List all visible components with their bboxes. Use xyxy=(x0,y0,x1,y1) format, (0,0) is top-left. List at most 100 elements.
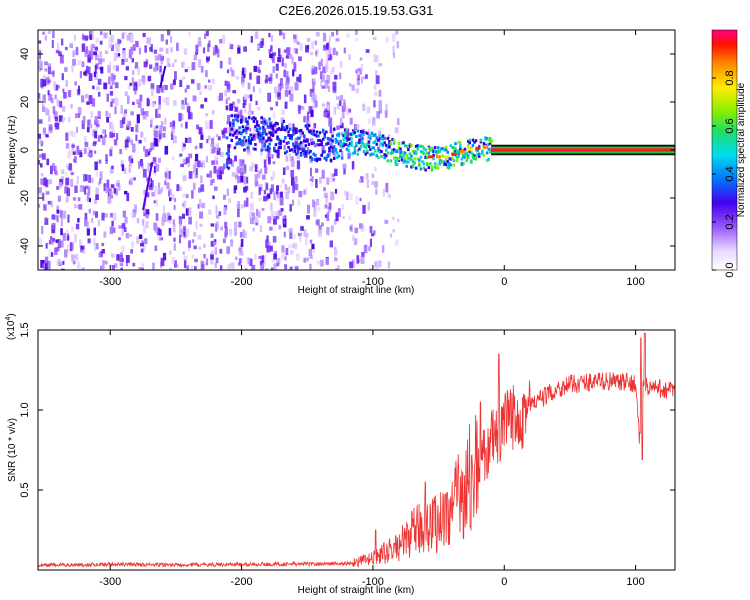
noise-cell xyxy=(153,49,158,54)
noise-cell xyxy=(290,156,294,162)
noise-cell xyxy=(283,62,287,69)
noise-cell xyxy=(339,61,343,68)
noise-cell xyxy=(208,84,213,91)
noise-cell xyxy=(184,69,188,73)
colorbar-tick-label: 0.6 xyxy=(724,118,736,133)
noise-cell xyxy=(359,57,363,61)
noise-cell xyxy=(240,176,244,183)
signal-cell xyxy=(315,157,319,161)
signal-cell xyxy=(481,149,484,153)
noise-cell xyxy=(230,241,234,247)
signal-cell xyxy=(285,141,289,145)
signal-cell xyxy=(247,116,251,120)
noise-cell xyxy=(318,229,322,238)
signal-cell xyxy=(304,124,308,128)
noise-cell xyxy=(172,120,176,130)
signal-cell xyxy=(296,150,300,154)
noise-cell xyxy=(199,223,203,227)
noise-cell xyxy=(47,63,52,68)
snr-y-multiplier: (x104) xyxy=(5,313,17,340)
noise-cell xyxy=(244,67,247,75)
noise-cell xyxy=(238,262,242,266)
noise-cell xyxy=(155,62,159,71)
noise-cell xyxy=(210,223,215,227)
noise-cell xyxy=(324,80,329,89)
noise-cell xyxy=(236,98,241,104)
snr-panel: -300 -200 -100 0 100 0.51.01.5 Height of str… xyxy=(5,313,676,596)
signal-cell xyxy=(257,124,260,128)
noise-cell xyxy=(209,120,213,129)
noise-cell xyxy=(365,74,368,79)
noise-cell xyxy=(183,143,186,147)
signal-cell xyxy=(249,139,252,142)
signal-hot-cell xyxy=(475,146,481,150)
noise-cell xyxy=(137,67,140,76)
noise-cell xyxy=(142,32,146,38)
noise-cell xyxy=(271,154,274,159)
noise-cell xyxy=(233,116,237,122)
signal-peak-mark xyxy=(633,148,636,152)
signal-cell xyxy=(463,155,467,159)
noise-cell xyxy=(218,211,222,216)
noise-cell xyxy=(91,98,96,107)
noise-cell xyxy=(239,258,242,264)
noise-cell xyxy=(95,170,98,177)
noise-cell xyxy=(207,135,211,141)
noise-cell xyxy=(172,219,175,226)
noise-cell xyxy=(349,117,353,125)
noise-cell xyxy=(92,85,95,90)
signal-cell xyxy=(361,137,364,141)
noise-cell xyxy=(212,146,216,153)
noise-cell xyxy=(249,127,252,132)
noise-cell xyxy=(243,142,246,146)
noise-cell xyxy=(326,43,329,50)
noise-cell xyxy=(83,148,87,154)
signal-peak-mark xyxy=(530,148,534,152)
noise-cell xyxy=(215,160,219,165)
noise-cell xyxy=(231,172,236,177)
signal-cell xyxy=(340,132,344,136)
signal-cell xyxy=(312,141,315,145)
noise-cell xyxy=(261,208,265,211)
noise-cell xyxy=(56,247,60,252)
noise-cell xyxy=(42,75,46,79)
signal-cell xyxy=(467,156,470,160)
signal-cell xyxy=(271,125,274,129)
noise-cell xyxy=(258,184,263,188)
signal-cell xyxy=(355,141,358,145)
noise-cell xyxy=(298,105,301,114)
signal-cell xyxy=(318,157,322,161)
noise-cell xyxy=(260,168,263,174)
noise-cell xyxy=(112,133,116,138)
noise-cell xyxy=(272,52,277,56)
noise-cell xyxy=(38,98,41,103)
noise-cell xyxy=(153,161,156,166)
signal-cell xyxy=(356,129,360,133)
noise-cell xyxy=(186,265,189,270)
noise-cell xyxy=(82,33,85,41)
signal-cell xyxy=(325,158,328,162)
noise-cell xyxy=(270,107,274,111)
noise-cell xyxy=(121,228,124,236)
noise-cell xyxy=(306,111,309,121)
noise-cell xyxy=(95,86,100,91)
noise-cell xyxy=(71,144,75,148)
noise-cell xyxy=(185,157,190,164)
noise-cell xyxy=(97,182,100,186)
noise-cell xyxy=(122,117,126,125)
noise-cell xyxy=(113,52,117,62)
signal-cell xyxy=(331,146,334,150)
noise-cell xyxy=(158,103,161,110)
noise-cell xyxy=(355,196,359,205)
noise-cell xyxy=(256,75,261,84)
signal-cell xyxy=(437,150,440,154)
signal-cell xyxy=(336,133,339,137)
noise-cell xyxy=(125,255,130,263)
noise-cell xyxy=(57,239,61,248)
noise-cell xyxy=(356,78,360,86)
noise-cell xyxy=(314,66,318,74)
noise-cell xyxy=(77,218,80,223)
noise-cell xyxy=(229,44,234,50)
noise-cell xyxy=(279,184,282,188)
signal-cell xyxy=(394,162,397,166)
